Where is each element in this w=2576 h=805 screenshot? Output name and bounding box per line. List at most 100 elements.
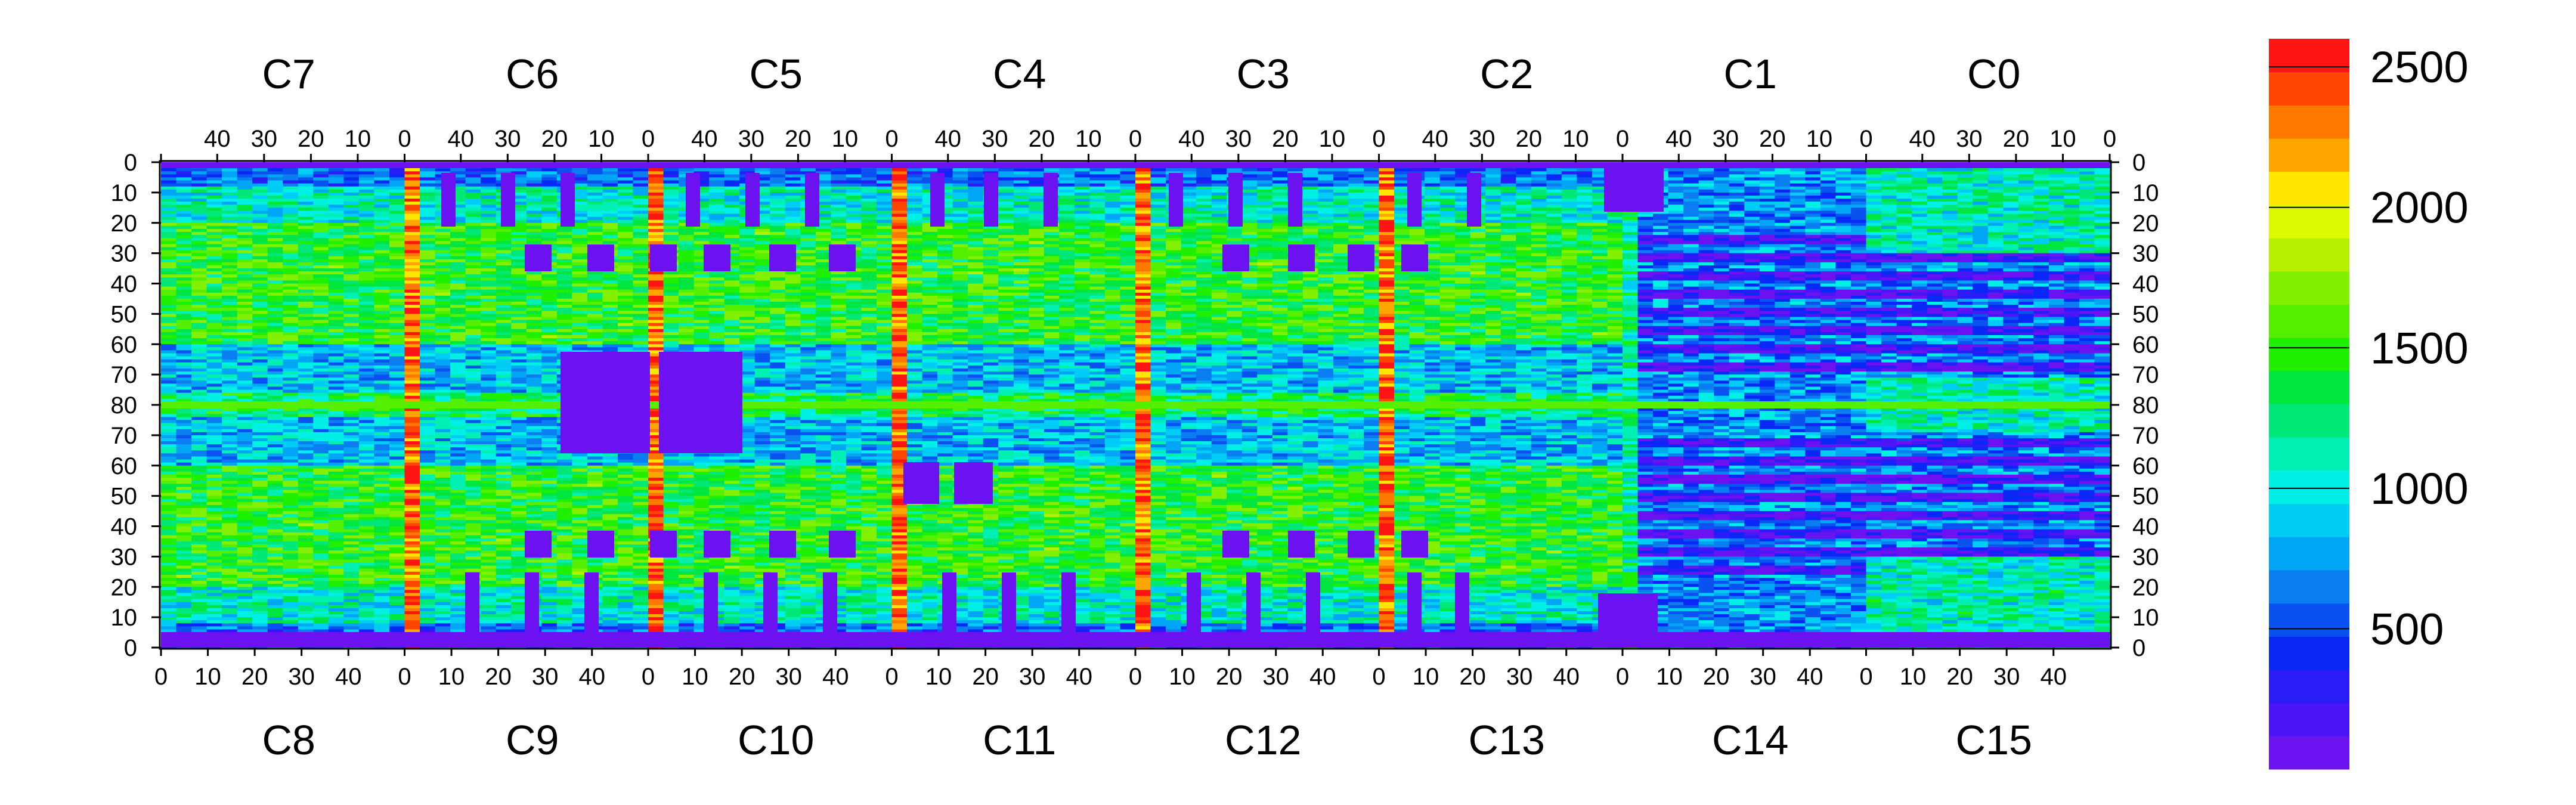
heat-cell bbox=[191, 184, 207, 187]
heat-cell bbox=[527, 383, 542, 387]
heat-cell bbox=[329, 305, 344, 308]
heat-cell bbox=[587, 171, 603, 175]
heat-cell bbox=[374, 490, 389, 494]
heat-cell bbox=[466, 538, 481, 542]
heat-cell bbox=[420, 505, 435, 509]
heat-cell bbox=[557, 293, 572, 296]
heat-cell bbox=[359, 187, 374, 190]
heat-cell bbox=[405, 387, 420, 391]
heat-cell bbox=[405, 256, 420, 260]
heat-cell bbox=[329, 623, 344, 627]
heat-cell bbox=[329, 532, 344, 536]
heat-cell bbox=[374, 174, 389, 178]
heat-cell bbox=[329, 265, 344, 269]
heat-cell bbox=[374, 511, 389, 515]
heat-cell bbox=[207, 572, 222, 575]
heat-cell bbox=[602, 460, 618, 463]
heat-cell bbox=[481, 432, 496, 436]
heat-cell bbox=[177, 256, 192, 260]
heat-cell bbox=[191, 329, 207, 333]
heat-cell bbox=[207, 250, 222, 254]
heat-cell bbox=[268, 323, 283, 327]
heat-cell bbox=[313, 262, 329, 266]
heat-cell bbox=[283, 226, 298, 230]
heat-cell bbox=[405, 499, 420, 503]
heat-cell bbox=[313, 530, 329, 533]
heat-cell bbox=[222, 274, 237, 278]
heat-cell bbox=[572, 253, 587, 257]
heat-cell bbox=[374, 441, 389, 445]
heat-cell bbox=[435, 414, 451, 417]
heat-cell bbox=[496, 357, 512, 360]
heat-cell bbox=[222, 496, 237, 500]
heat-cell bbox=[177, 238, 192, 242]
heat-cell bbox=[587, 511, 603, 515]
heat-cell bbox=[374, 311, 389, 314]
heat-cell bbox=[283, 553, 298, 557]
heat-cell bbox=[374, 274, 389, 278]
heat-cell bbox=[481, 420, 496, 423]
heat-cell bbox=[557, 496, 572, 500]
heat-cell bbox=[343, 417, 359, 420]
heat-cell bbox=[374, 429, 389, 433]
heat-cell bbox=[329, 171, 344, 175]
heat-cell bbox=[283, 177, 298, 181]
heat-cell bbox=[268, 493, 283, 497]
heat-cell bbox=[481, 250, 496, 254]
heat-cell bbox=[374, 599, 389, 603]
heat-cell bbox=[161, 208, 177, 211]
heat-cell bbox=[191, 511, 207, 515]
heat-cell bbox=[252, 377, 268, 381]
heat-cell bbox=[313, 623, 329, 627]
heat-cell bbox=[496, 280, 512, 284]
heat-cell bbox=[496, 447, 512, 451]
heat-cell bbox=[359, 578, 374, 581]
heat-cell bbox=[420, 553, 435, 557]
heat-cell bbox=[161, 426, 177, 430]
heat-cell bbox=[541, 210, 557, 214]
heat-cell bbox=[177, 326, 192, 330]
heat-cell bbox=[222, 320, 237, 324]
heat-cell bbox=[481, 530, 496, 533]
heat-cell bbox=[268, 347, 283, 351]
heat-cell bbox=[405, 326, 420, 330]
heat-cell bbox=[207, 184, 222, 187]
heat-cell bbox=[450, 317, 466, 321]
heat-cell bbox=[329, 387, 344, 391]
heat-cell bbox=[207, 417, 222, 420]
heat-cell bbox=[618, 560, 633, 564]
heat-cell bbox=[602, 457, 618, 460]
heat-cell bbox=[496, 523, 512, 527]
heat-cell bbox=[557, 563, 572, 566]
heat-cell bbox=[283, 599, 298, 603]
heat-cell bbox=[237, 447, 253, 451]
heat-cell bbox=[329, 469, 344, 472]
heat-cell bbox=[329, 547, 344, 551]
heat-cell bbox=[359, 214, 374, 218]
heat-cell bbox=[343, 584, 359, 587]
heat-cell bbox=[177, 478, 192, 481]
heat-cell bbox=[207, 502, 222, 506]
heat-cell bbox=[268, 305, 283, 308]
heat-cell bbox=[374, 247, 389, 251]
heat-cell bbox=[177, 611, 192, 615]
heat-cell bbox=[177, 357, 192, 360]
heat-cell bbox=[359, 420, 374, 423]
heat-cell bbox=[283, 284, 298, 287]
heat-cell bbox=[557, 523, 572, 527]
heat-cell bbox=[466, 205, 481, 208]
heat-cell bbox=[466, 508, 481, 512]
heat-cell bbox=[541, 499, 557, 503]
heat-cell bbox=[283, 563, 298, 566]
heat-cell bbox=[207, 317, 222, 321]
heat-cell bbox=[618, 171, 633, 175]
heat-cell bbox=[389, 517, 405, 521]
heat-cell bbox=[313, 581, 329, 584]
heat-cell bbox=[405, 338, 420, 342]
heat-cell bbox=[405, 296, 420, 299]
heat-cell bbox=[207, 608, 222, 612]
heat-cell bbox=[283, 435, 298, 439]
heat-cell bbox=[450, 438, 466, 442]
heat-cell bbox=[633, 584, 649, 587]
heat-cell bbox=[177, 463, 192, 466]
